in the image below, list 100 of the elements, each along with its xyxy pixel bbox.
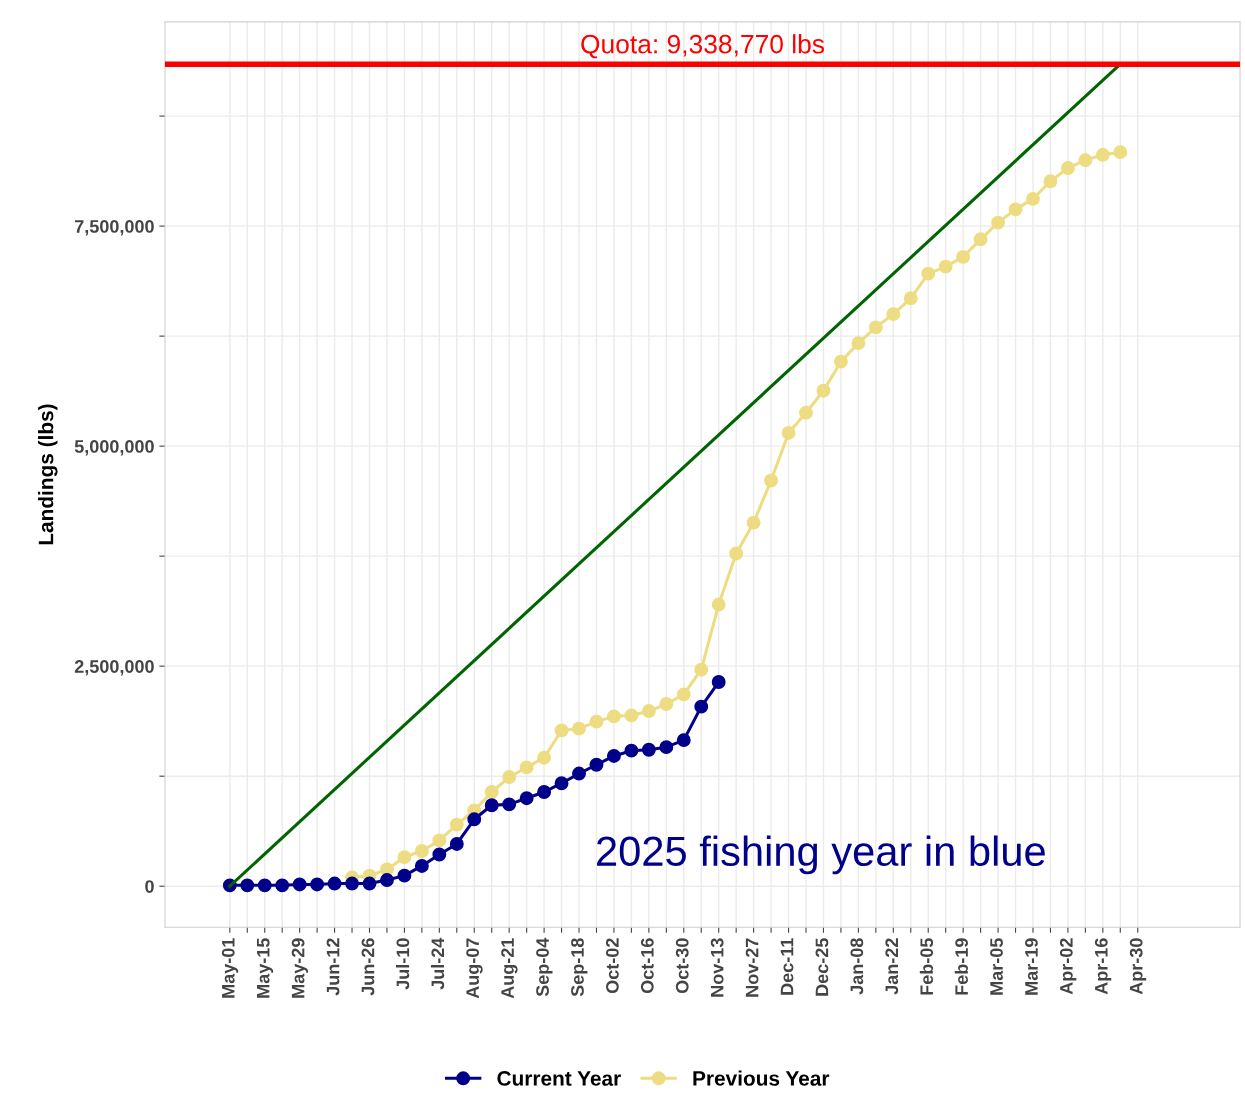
point [572,721,586,736]
point [589,757,604,772]
point [519,791,534,806]
x-tick-label: Sep-04 [536,937,553,997]
x-tick-label: Aug-07 [466,938,483,999]
point [484,785,499,799]
point [799,405,813,420]
point [781,425,796,440]
x-tick-label: Jan-08 [850,938,864,995]
point [1026,191,1040,206]
x-tick-label: Feb-05 [919,938,934,995]
x-tick-label: Nov-27 [745,938,759,997]
point [449,817,464,832]
x-tick-label: Oct-02 [606,938,619,994]
point [921,266,936,281]
point [502,770,517,785]
point [519,760,534,775]
point [554,723,569,738]
point [380,873,394,887]
x-tick-label: Mar-05 [990,938,1003,995]
point [833,354,848,369]
x-tick-label: Oct-30 [675,938,689,994]
point [868,320,883,335]
point [1008,202,1023,217]
point [711,597,726,612]
point [659,740,674,755]
point [572,766,586,781]
point [606,709,621,724]
point [537,750,552,765]
x-tick-label: May-29 [291,938,309,998]
x-tick-label: Oct-16 [640,938,654,994]
point [397,850,412,865]
point [345,876,359,891]
point [746,515,761,530]
point [449,837,464,851]
point [589,714,604,729]
point [659,697,674,711]
x-tick-label: May-01 [221,938,239,998]
point [641,742,656,757]
point [484,798,499,813]
x-tick-label: Apr-16 [1094,938,1112,995]
point [397,868,412,883]
x-tick-label: Dec-11 [780,938,794,995]
ref-line-label: Quota: 9,338,770 lbs [581,34,825,59]
point [711,675,726,689]
point [956,249,971,264]
point [537,785,552,799]
point [851,336,866,351]
point [676,687,691,702]
x-tick-label: Apr-02 [1059,938,1077,995]
point [1095,147,1110,162]
point [327,876,342,891]
point [973,232,988,247]
point [310,877,325,892]
point [886,307,901,322]
legend-label: Previous Year [693,1070,830,1086]
x-tick-label: Jun-12 [326,938,340,996]
point [1060,161,1075,175]
point [1078,153,1093,168]
point [240,878,255,893]
point [816,383,831,398]
point [676,733,691,748]
point [624,743,639,758]
point [432,847,447,862]
x-tick-label: Sep-18 [571,938,588,997]
x-tick-label: Jan-22 [885,938,899,995]
point [554,776,569,791]
point [502,797,517,812]
x-tick-label: Nov-13 [710,938,724,997]
x-tick-label: Jun-26 [361,938,375,996]
legend-label: Current Year [497,1071,621,1086]
point [414,844,429,858]
point [467,812,482,827]
x-tick-label: Apr-30 [1129,938,1147,995]
point [624,708,639,723]
point [641,704,656,719]
x-tick-label: Dec-25 [815,938,829,996]
x-tick-label: Jul-10 [396,938,410,990]
point [606,748,621,763]
y-axis-title: Landings (lbs) [38,404,58,545]
point [764,473,779,488]
point [694,662,709,677]
point [694,699,709,714]
point [938,259,953,274]
point [991,215,1006,230]
point [1113,145,1128,160]
x-tick-label: May-15 [256,938,274,998]
point [729,546,744,561]
y-tick-label: 5,000,000 [74,440,154,456]
point [432,833,447,848]
point [414,859,429,873]
x-tick-label: Aug-21 [501,938,518,999]
point [292,877,307,892]
y-tick-label: 7,500,000 [75,220,154,236]
y-tick-label: 2,500,000 [74,660,154,676]
x-tick-label: Mar-19 [1025,938,1038,995]
point [257,878,272,893]
point [275,878,290,893]
point [362,876,377,891]
point [903,291,918,306]
